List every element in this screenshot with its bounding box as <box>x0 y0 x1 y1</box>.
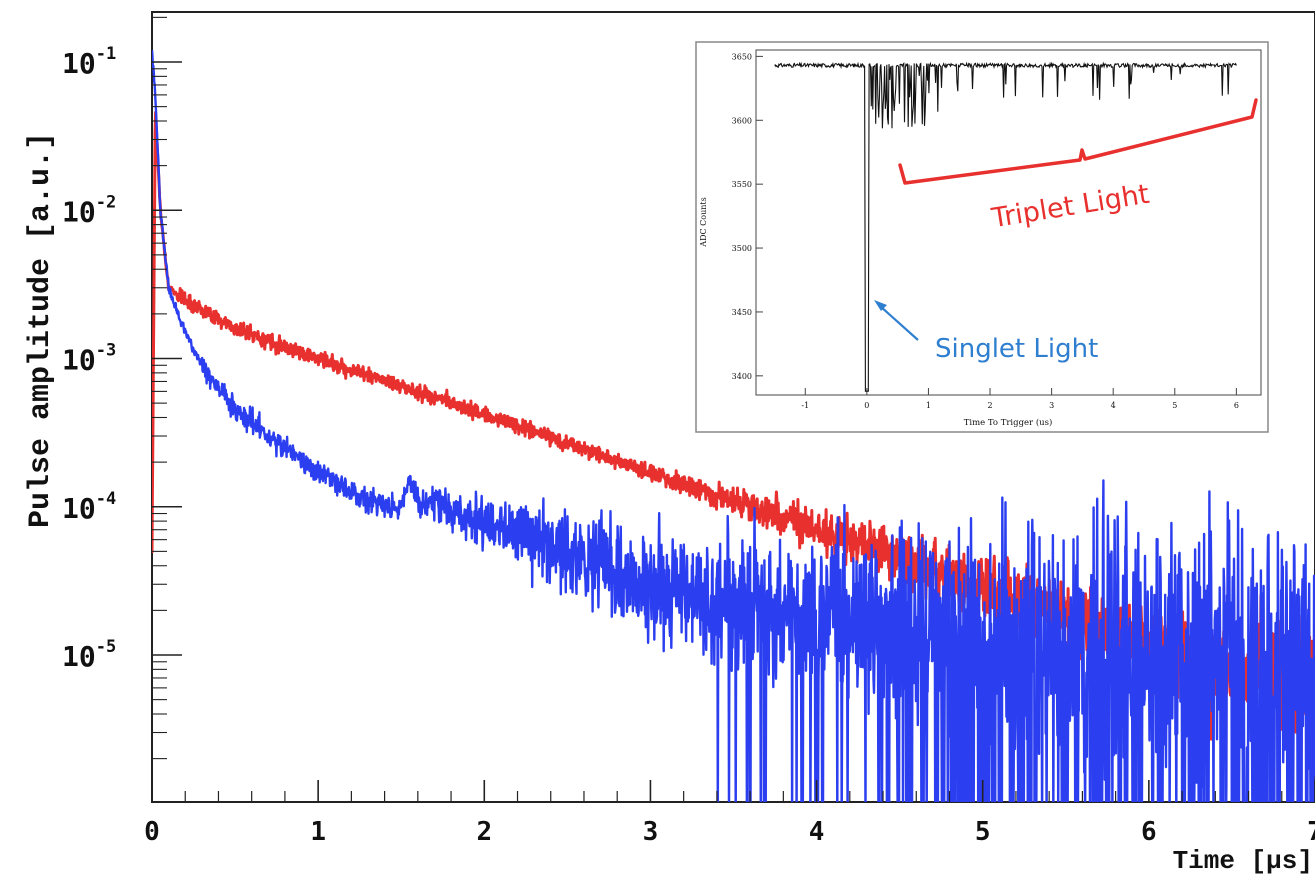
x-tick-label: 0 <box>144 817 160 847</box>
inset-y-tick-label: 3650 <box>732 52 752 61</box>
main-axes-group: 0123456710-110-210-310-410-5 <box>62 16 1315 847</box>
x-tick-label: 7 <box>1307 817 1315 847</box>
inset-y-tick-label: 3500 <box>732 244 752 253</box>
inset-x-tick-label: 4 <box>1111 401 1116 410</box>
singlet-arrow <box>879 305 919 341</box>
y-axis-title: Pulse amplitude [a.u.] <box>24 132 58 528</box>
inset-chart: -1 0 1 2 3 4 5 6 3650 3600 3550 3500 3450 3400 ADC Co… <box>695 41 1269 433</box>
y-tick-label: 10-5 <box>62 637 116 673</box>
x-tick-label: 4 <box>809 817 825 847</box>
inset-x-axis-title: Time To Trigger (us) <box>964 417 1053 428</box>
inset-x-tick-label: 5 <box>1172 401 1177 410</box>
inset-x-tick-label: 3 <box>1049 401 1054 410</box>
inset-y-axis-title: ADC Counts <box>699 197 708 247</box>
inset-trace-line <box>774 61 1237 392</box>
y-tick-label: 10-3 <box>62 341 116 377</box>
y-tick-label: 10-2 <box>62 192 116 228</box>
y-tick-label: 10-4 <box>62 489 116 525</box>
inset-y-tick-label: 3550 <box>732 180 752 189</box>
inset-y-tick-label: 3600 <box>732 116 752 125</box>
x-tick-label: 1 <box>310 817 326 847</box>
inset-background <box>695 41 1269 433</box>
inset-x-tick-label: 1 <box>926 401 931 410</box>
main-series-group <box>152 50 1315 802</box>
blue-series-line <box>152 50 1315 802</box>
inset-x-tick-label: 2 <box>987 401 992 410</box>
inset-frame <box>755 49 1262 396</box>
y-tick-label: 10-1 <box>62 44 116 80</box>
inset-series-group <box>774 61 1237 392</box>
triplet-bracket <box>898 98 1258 185</box>
x-tick-label: 5 <box>975 817 991 847</box>
x-axis-title: Time [µs] <box>1173 846 1313 876</box>
x-tick-label: 6 <box>1141 817 1157 847</box>
x-tick-label: 3 <box>643 817 659 847</box>
x-tick-label: 2 <box>476 817 492 847</box>
inset-y-tick-label: 3400 <box>732 372 752 381</box>
singlet-light-label: Singlet Light <box>935 334 1098 364</box>
inset-x-tick-label: 0 <box>864 401 869 410</box>
inset-x-tick-label: 6 <box>1234 401 1239 410</box>
singlet-arrow-head <box>874 300 887 311</box>
inset-axes-group: -1 0 1 2 3 4 5 6 3650 3600 3550 3500 3450 3400 <box>732 52 1239 410</box>
inset-y-tick-label: 3450 <box>732 308 752 317</box>
inset-x-tick-label: -1 <box>801 401 809 410</box>
